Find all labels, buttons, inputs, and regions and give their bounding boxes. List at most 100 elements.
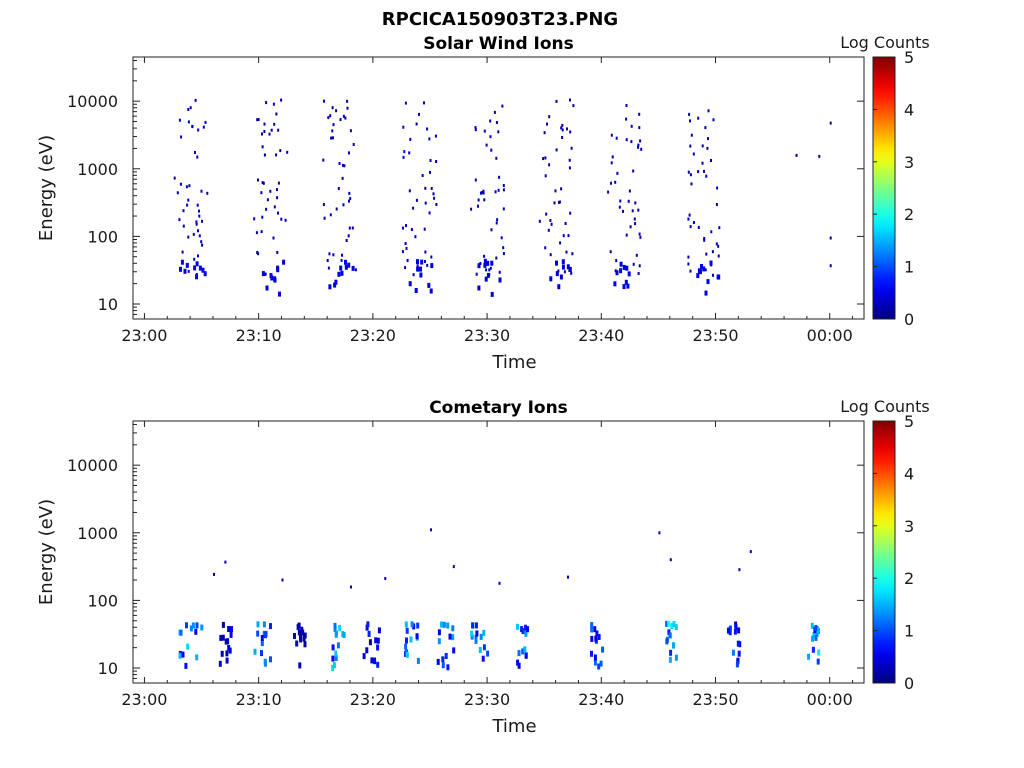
data-point (335, 207, 338, 211)
data-point (452, 647, 456, 654)
data-point (618, 205, 621, 209)
data-point (622, 209, 624, 213)
data-point (430, 528, 432, 532)
data-point (477, 285, 481, 291)
panel-title: Cometary Ions (429, 398, 568, 418)
data-point (493, 110, 496, 114)
data-point (261, 132, 263, 136)
data-point (496, 218, 499, 222)
data-point (260, 191, 263, 195)
data-point (362, 653, 366, 660)
data-point (697, 170, 700, 174)
data-point (702, 266, 706, 272)
data-point (263, 122, 266, 126)
data-point (195, 222, 198, 226)
data-point (201, 243, 204, 247)
data-point (811, 635, 815, 642)
data-point (348, 191, 351, 195)
data-point (256, 621, 260, 628)
colorbar-label: Log Counts (840, 33, 930, 52)
data-point (502, 184, 505, 187)
data-point (482, 629, 486, 636)
data-point (814, 625, 818, 631)
data-point (186, 643, 190, 650)
data-point (444, 653, 448, 659)
data-point (257, 178, 259, 182)
data-point (344, 116, 347, 120)
data-point (333, 626, 337, 632)
data-point (517, 650, 521, 657)
data-point (221, 634, 225, 641)
data-point (570, 146, 573, 150)
data-point (412, 206, 415, 210)
data-point (710, 230, 713, 234)
data-point (178, 218, 181, 222)
data-point (563, 270, 566, 274)
data-point (629, 225, 632, 229)
data-point (502, 188, 505, 192)
data-point (615, 259, 618, 263)
data-point (419, 272, 423, 278)
data-point (300, 626, 304, 633)
data-point (625, 265, 629, 271)
data-point (554, 189, 557, 193)
data-point (182, 209, 185, 213)
data-point (483, 254, 486, 258)
data-point (637, 143, 640, 147)
data-point (489, 135, 492, 139)
data-point (335, 109, 338, 113)
data-point (406, 259, 409, 262)
data-point (201, 267, 205, 273)
data-point (424, 186, 427, 190)
x-tick-label: 23:10 (236, 326, 282, 345)
data-point (330, 136, 333, 140)
data-point (546, 122, 548, 126)
data-point (545, 212, 548, 216)
data-point (665, 638, 669, 645)
data-point (625, 138, 628, 142)
data-point (273, 205, 276, 209)
data-point (195, 622, 199, 629)
data-point (495, 221, 498, 225)
data-point (332, 136, 334, 140)
data-point (715, 242, 718, 246)
data-point (520, 626, 524, 633)
data-point (595, 630, 599, 637)
data-point (273, 277, 277, 283)
data-point (416, 266, 420, 272)
data-point (181, 651, 185, 658)
data-point (323, 216, 326, 220)
data-point (437, 638, 441, 645)
data-point (639, 139, 642, 143)
data-point (703, 237, 706, 240)
data-point (273, 122, 276, 126)
data-point (495, 121, 498, 124)
data-point (329, 213, 332, 217)
data-point (328, 284, 332, 290)
data-point (590, 626, 594, 633)
data-point (701, 144, 704, 148)
data-point (260, 230, 263, 234)
plot-area (132, 420, 865, 684)
data-point (197, 128, 200, 132)
data-point (481, 655, 485, 662)
data-point (489, 266, 492, 270)
data-point (670, 623, 674, 629)
data-point (426, 263, 429, 267)
data-point (331, 106, 334, 110)
data-point (334, 279, 338, 285)
data-point (354, 268, 357, 272)
data-point (373, 658, 377, 665)
data-point (253, 648, 257, 655)
x-tick-label: 23:20 (350, 326, 396, 345)
data-point (718, 226, 721, 230)
data-point (569, 98, 571, 102)
data-point (667, 629, 671, 636)
data-point (816, 658, 820, 665)
data-point (567, 575, 569, 579)
data-point (213, 572, 215, 576)
data-point (185, 262, 189, 268)
data-point (566, 127, 568, 131)
solar-wind-panel: Solar Wind Ions 23:00 23:10 23:20 23:30 23:40… (36, 33, 930, 373)
data-point (333, 622, 337, 629)
